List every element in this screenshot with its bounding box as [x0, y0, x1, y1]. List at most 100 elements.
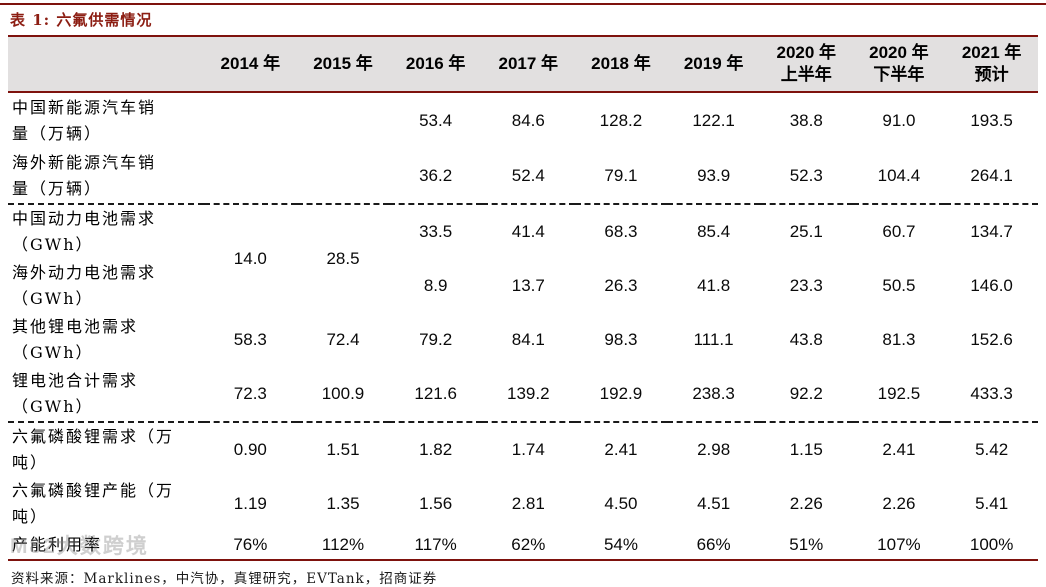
column-header: 2014 年	[204, 35, 297, 93]
table-cell: 1.19	[233, 494, 267, 513]
table-cell: 52.4	[481, 148, 575, 205]
table-cell: 13.7	[511, 276, 545, 295]
table-cell: 36.2	[389, 148, 482, 205]
table-cell: 264.1	[945, 148, 1038, 205]
table-cell: 2.26	[882, 494, 916, 513]
table-cell: 433.3	[945, 367, 1038, 423]
table-cell: 54%	[574, 531, 668, 561]
table-cell: 122.1	[692, 110, 735, 130]
table-cell: 8.9	[423, 276, 448, 295]
table-cell: 92.2	[759, 367, 853, 423]
table-cell: 1.51	[326, 440, 360, 459]
column-header: 2020 年 上半年	[759, 35, 853, 93]
row-label: 六氟磷酸锂需求（万 吨）	[12, 427, 175, 472]
table-cell: 100%	[945, 531, 1038, 561]
table-cell: 53.4	[419, 110, 453, 130]
table-cell: 1.56	[419, 494, 453, 513]
supply-demand-table: 2014 年 2015 年 2016 年 2017 年 2018 年 2019 年 2020…	[8, 35, 1038, 561]
table-cell: 128.2	[599, 110, 643, 130]
table-cell	[204, 92, 297, 148]
column-header: 2015 年	[296, 35, 390, 93]
row-label: 海外动力电池需求 （GWh）	[12, 263, 157, 308]
table-cell: 104.4	[852, 148, 946, 205]
table-cell: 192.5	[852, 367, 946, 423]
table-cell: 79.2	[419, 330, 453, 349]
table-cell: 23.3	[789, 276, 823, 295]
table-cell: 2.81	[511, 494, 545, 513]
table-cell: 79.1	[574, 148, 668, 205]
table-cell: 50.5	[882, 276, 916, 295]
table-row: 产能利用率 76% 112% 117% 62% 54% 66% 51% 107% 100%	[8, 531, 1038, 561]
row-label: 六氟磷酸锂产能（万 吨）	[12, 481, 175, 526]
table-cell: 107%	[852, 531, 946, 561]
table-cell: 139.2	[481, 367, 575, 423]
row-label: 其他锂电池需求 （GWh）	[12, 317, 139, 362]
table-cell: 81.3	[882, 330, 916, 349]
table-cell: 85.4	[697, 222, 731, 241]
table-cell: 238.3	[667, 367, 760, 423]
table-cell: 68.3	[604, 222, 638, 241]
table-cell: 52.3	[759, 148, 853, 205]
table-cell	[297, 92, 390, 148]
table-cell: 91.0	[882, 110, 916, 130]
table-cell: 0.90	[233, 440, 267, 459]
table-cell: 72.3	[204, 367, 297, 423]
table-cell: 2.98	[697, 440, 731, 459]
header-row: 2014 年 2015 年 2016 年 2017 年 2018 年 2019 年 2020…	[8, 35, 1038, 93]
row-label: 中国动力电池需求 （GWh）	[12, 209, 157, 254]
table-row: 六氟磷酸锂需求（万 吨） 0.90 1.51 1.82 1.74 2.41 2.98 1.15…	[8, 422, 1038, 477]
table-row: 中国新能源汽车销 量（万辆） 53.4 84.6 128.2 122.1 38.8 91.0…	[8, 92, 1038, 148]
table-cell: 134.7	[970, 222, 1013, 241]
table-cell: 1.74	[511, 440, 545, 459]
table-row: 六氟磷酸锂产能（万 吨） 1.19 1.35 1.56 2.81 4.50 4.51 2.26…	[8, 477, 1038, 531]
column-header: 2017 年	[481, 35, 575, 93]
table-cell: 38.8	[789, 110, 823, 130]
table-cell: 2.41	[882, 440, 916, 459]
table-cell: 33.5	[419, 222, 453, 241]
table-cell: 1.15	[789, 440, 823, 459]
top-rule	[0, 3, 1046, 5]
table-body: 中国新能源汽车销 量（万辆） 53.4 84.6 128.2 122.1 38.8 91.0…	[8, 92, 1038, 561]
row-label: 海外新能源汽车销 量（万辆）	[8, 148, 204, 205]
table-cell: 76%	[204, 531, 297, 561]
table-cell: 43.8	[789, 330, 823, 349]
column-header: 2016 年	[389, 35, 482, 93]
table-cell: 51%	[759, 531, 853, 561]
table-cell: 1.35	[326, 494, 360, 513]
table-cell: 192.9	[574, 367, 668, 423]
table-cell: 5.41	[975, 494, 1009, 513]
row-label: 中国新能源汽车销 量（万辆）	[12, 97, 157, 143]
table-cell: 25.1	[789, 222, 823, 241]
table-row: 中国动力电池需求 （GWh） 14.0 28.5 33.5 41.4 68.3 85.4 25…	[8, 204, 1038, 268]
column-header: 2020 年 下半年	[852, 35, 946, 93]
table-row: 海外新能源汽车销 量（万辆） 36.2 52.4 79.1 93.9 52.3 104.4 2…	[8, 148, 1038, 205]
table-cell: 62%	[481, 531, 575, 561]
table-row: 锂电池合计需求 （GWh） 72.3 100.9 121.6 139.2 192.9 238…	[8, 367, 1038, 423]
table-cell: 4.50	[604, 494, 638, 513]
table-row: 其他锂电池需求 （GWh） 58.3 72.4 79.2 84.1 98.3 111.1 43…	[8, 313, 1038, 367]
table-header: 2014 年 2015 年 2016 年 2017 年 2018 年 2019 年 2020…	[8, 35, 1038, 93]
table-cell: 98.3	[604, 330, 638, 349]
table-cell: 193.5	[970, 110, 1013, 130]
table-cell: 2.26	[789, 494, 823, 513]
table-cell: 121.6	[389, 367, 482, 423]
column-header: 2021 年 预计	[945, 35, 1038, 93]
row-label: 锂电池合计需求 （GWh）	[8, 367, 204, 423]
table-cell: 1.82	[419, 440, 453, 459]
table-title: 表 1: 六氟供需情况	[10, 11, 153, 29]
table-cell: 41.4	[511, 222, 545, 241]
source-note: 资料来源：Marklines，中汽协，真锂研究，EVTank，招商证券	[11, 571, 438, 587]
table-cell	[204, 148, 297, 205]
table-cell: 72.4	[326, 330, 360, 349]
header-label-cell	[8, 35, 204, 93]
table-cell: 14.0	[233, 249, 267, 268]
table-cell: 111.1	[693, 330, 734, 349]
table-cell: 26.3	[604, 276, 638, 295]
table-cell: 2.41	[604, 440, 638, 459]
table-cell: 146.0	[970, 276, 1013, 295]
table-cell: 58.3	[233, 330, 267, 349]
table-cell: 117%	[389, 531, 482, 561]
table-cell: 84.1	[511, 330, 545, 349]
table-cell: 152.6	[970, 330, 1013, 349]
